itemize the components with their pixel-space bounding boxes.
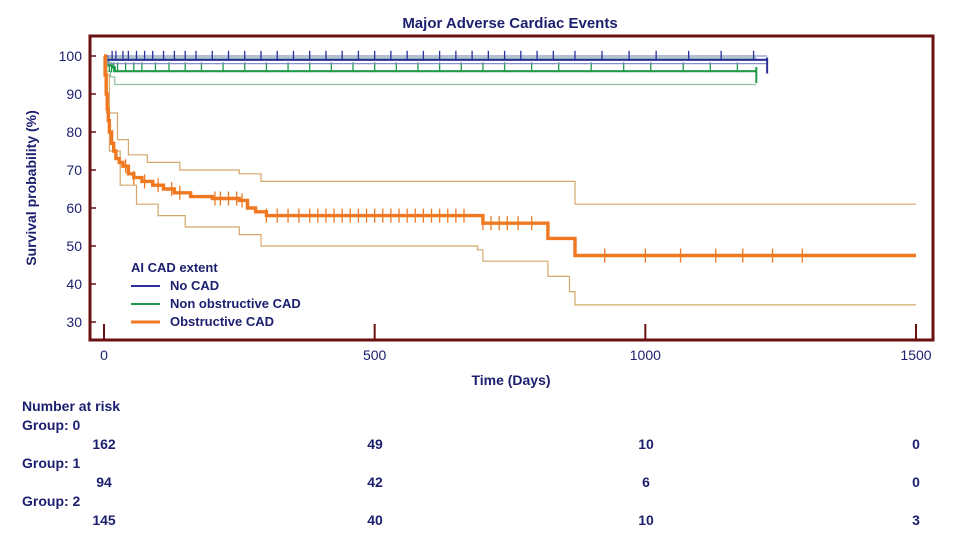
km-chart: Major Adverse Cardiac Events 30 40 50 60 70 8… [23,15,935,388]
risk-value: 0 [912,474,920,490]
group-label: Group: 0 [22,417,81,433]
y-tick-label: 70 [66,162,82,178]
risk-value: 3 [912,512,920,528]
y-tick-label: 50 [66,238,82,254]
series-no_cad [104,50,769,74]
risk-value: 94 [96,474,112,490]
legend-entry: No CAD [170,278,219,293]
legend-entry: Obstructive CAD [170,314,274,329]
risk-value: 10 [638,512,654,528]
x-tick-label: 1500 [900,347,931,363]
risk-value: 162 [92,436,116,452]
chart-title: Major Adverse Cardiac Events [402,15,617,32]
y-tick-label: 90 [66,86,82,102]
ci-lower-line [104,55,916,306]
y-tick-label: 80 [66,124,82,140]
risk-table-title: Number at risk [22,398,121,414]
survival-curve [103,54,916,258]
risk-value: 49 [367,436,383,452]
x-tick-label: 1000 [630,347,661,363]
x-tick-label: 500 [363,347,387,363]
risk-value: 40 [367,512,383,528]
risk-value: 10 [638,436,654,452]
risk-value: 42 [367,474,383,490]
series-obs [103,54,916,306]
legend: AI CAD extent No CAD Non obstructive CAD Ob… [131,260,301,329]
y-tick-label: 40 [66,276,82,292]
group-label: Group: 1 [22,455,81,471]
group-label: Group: 2 [22,493,81,509]
x-tick-label: 0 [100,347,108,363]
y-tick-label: 60 [66,200,82,216]
x-axis-label: Time (Days) [471,372,550,388]
legend-title: AI CAD extent [131,260,218,275]
risk-value: 6 [642,474,650,490]
ci-upper-line [104,55,916,205]
y-axis-label: Survival probability (%) [23,110,39,266]
risk-value: 0 [912,436,920,452]
plot-frame [88,34,935,342]
y-tick-label: 30 [66,314,82,330]
risk-value: 145 [92,512,116,528]
legend-entry: Non obstructive CAD [170,296,301,311]
plot-area [103,50,916,306]
y-tick-label: 100 [59,48,83,64]
